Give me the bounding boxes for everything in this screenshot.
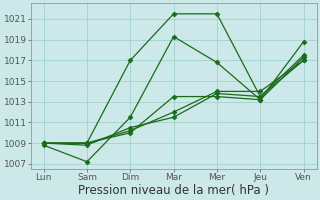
X-axis label: Pression niveau de la mer( hPa ): Pression niveau de la mer( hPa ) bbox=[78, 184, 269, 197]
